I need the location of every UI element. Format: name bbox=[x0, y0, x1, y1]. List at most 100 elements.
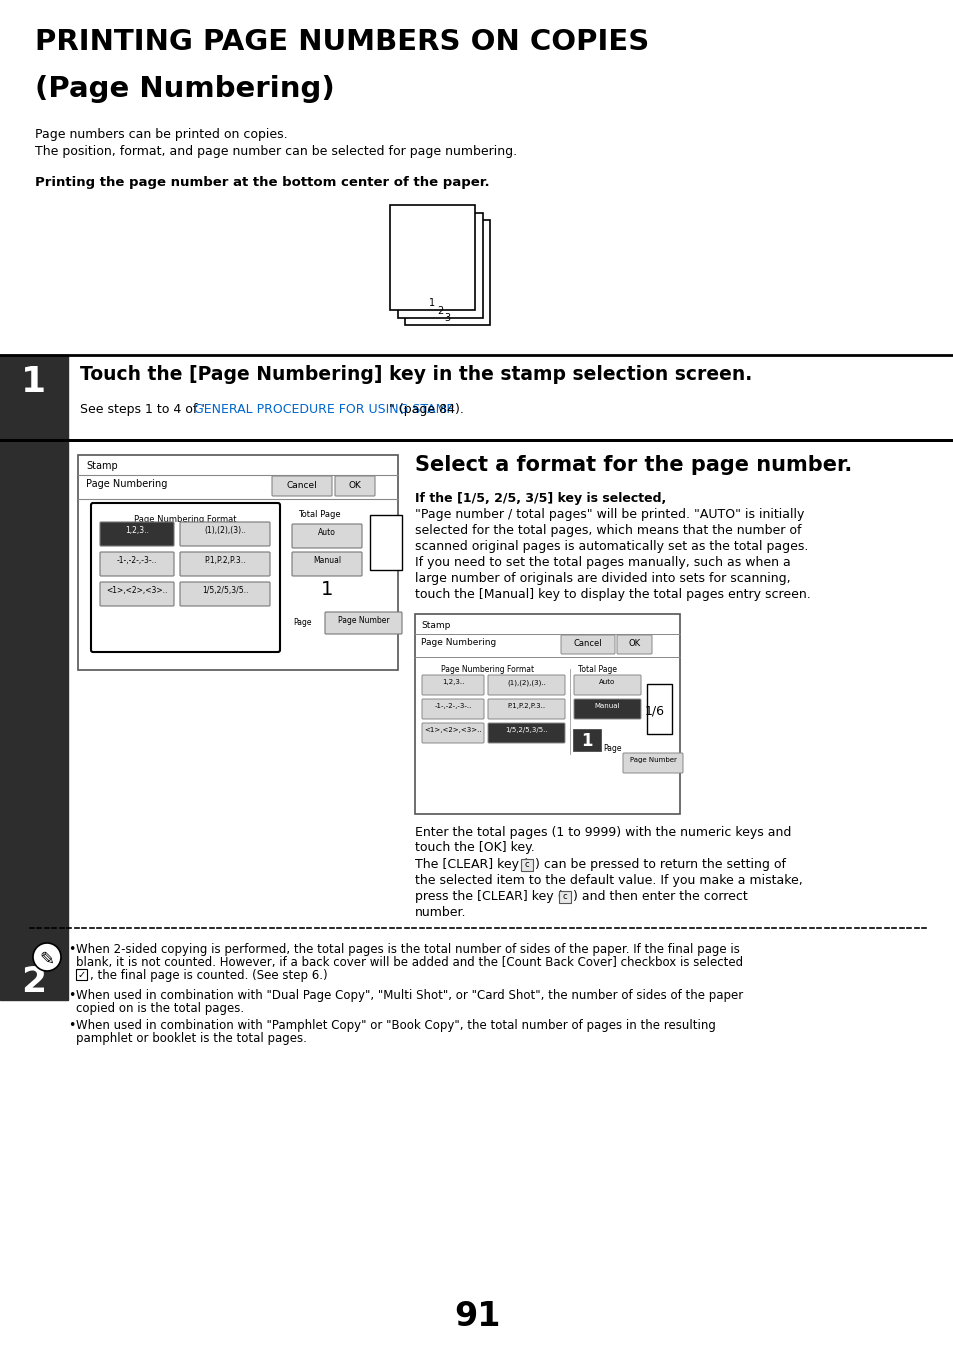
Text: (1),(2),(3)..: (1),(2),(3).. bbox=[507, 680, 545, 685]
Text: (1),(2),(3)..: (1),(2),(3).. bbox=[204, 526, 246, 535]
Text: 1: 1 bbox=[320, 580, 333, 598]
Text: 1/5,2/5,3/5..: 1/5,2/5,3/5.. bbox=[505, 727, 547, 734]
Bar bbox=[558, 892, 571, 902]
FancyBboxPatch shape bbox=[617, 635, 651, 654]
Bar bbox=[390, 205, 475, 309]
Bar bbox=[78, 455, 397, 670]
Bar bbox=[370, 515, 401, 570]
FancyBboxPatch shape bbox=[335, 476, 375, 496]
FancyBboxPatch shape bbox=[488, 723, 564, 743]
Text: " (page 84).: " (page 84). bbox=[389, 403, 463, 416]
Text: large number of originals are divided into sets for scanning,: large number of originals are divided in… bbox=[415, 571, 790, 585]
Text: Manual: Manual bbox=[594, 703, 619, 709]
Text: Touch the [Page Numbering] key in the stamp selection screen.: Touch the [Page Numbering] key in the st… bbox=[80, 365, 752, 384]
Text: press the [CLEAR] key (: press the [CLEAR] key ( bbox=[415, 890, 562, 902]
Text: , the final page is counted. (See step 6.): , the final page is counted. (See step 6… bbox=[90, 969, 327, 982]
FancyBboxPatch shape bbox=[100, 582, 173, 607]
Text: scanned original pages is automatically set as the total pages.: scanned original pages is automatically … bbox=[415, 540, 807, 553]
Text: 1/5,2/5,3/5..: 1/5,2/5,3/5.. bbox=[202, 586, 248, 594]
Bar bbox=[520, 859, 533, 871]
Text: 1: 1 bbox=[429, 299, 436, 308]
Text: When used in combination with "Pamphlet Copy" or "Book Copy", the total number o: When used in combination with "Pamphlet … bbox=[76, 1019, 715, 1032]
Text: touch the [Manual] key to display the total pages entry screen.: touch the [Manual] key to display the to… bbox=[415, 588, 810, 601]
Text: Page Numbering: Page Numbering bbox=[420, 638, 496, 647]
FancyBboxPatch shape bbox=[180, 521, 270, 546]
FancyBboxPatch shape bbox=[574, 676, 640, 694]
Text: selected for the total pages, which means that the number of: selected for the total pages, which mean… bbox=[415, 524, 801, 536]
FancyBboxPatch shape bbox=[421, 676, 483, 694]
Text: Total Page: Total Page bbox=[297, 509, 340, 519]
FancyBboxPatch shape bbox=[180, 553, 270, 576]
Text: When used in combination with "Dual Page Copy", "Multi Shot", or "Card Shot", th: When used in combination with "Dual Page… bbox=[76, 989, 742, 1002]
Text: pamphlet or booklet is the total pages.: pamphlet or booklet is the total pages. bbox=[76, 1032, 307, 1046]
FancyBboxPatch shape bbox=[622, 753, 682, 773]
Text: Select a format for the page number.: Select a format for the page number. bbox=[415, 455, 851, 476]
Text: If you need to set the total pages manually, such as when a: If you need to set the total pages manua… bbox=[415, 557, 790, 569]
Text: The position, format, and page number can be selected for page numbering.: The position, format, and page number ca… bbox=[35, 145, 517, 158]
FancyBboxPatch shape bbox=[91, 503, 280, 653]
Text: Page Numbering: Page Numbering bbox=[86, 480, 167, 489]
FancyBboxPatch shape bbox=[560, 635, 615, 654]
Text: 2: 2 bbox=[436, 305, 443, 316]
Text: PRINTING PAGE NUMBERS ON COPIES: PRINTING PAGE NUMBERS ON COPIES bbox=[35, 28, 649, 55]
Text: number.: number. bbox=[415, 907, 466, 919]
Text: c: c bbox=[562, 892, 567, 901]
Text: P.1,P.2,P.3..: P.1,P.2,P.3.. bbox=[204, 557, 246, 565]
FancyBboxPatch shape bbox=[272, 476, 332, 496]
Bar bbox=[0, 440, 68, 1000]
Text: If the [1/5, 2/5, 3/5] key is selected,: If the [1/5, 2/5, 3/5] key is selected, bbox=[415, 492, 665, 505]
Text: <1>,<2>,<3>..: <1>,<2>,<3>.. bbox=[106, 586, 168, 594]
Text: •: • bbox=[68, 1019, 75, 1032]
Text: Enter the total pages (1 to 9999) with the numeric keys and: Enter the total pages (1 to 9999) with t… bbox=[415, 825, 791, 839]
FancyBboxPatch shape bbox=[292, 524, 361, 549]
FancyBboxPatch shape bbox=[574, 698, 640, 719]
Text: -1-,-2-,-3-..: -1-,-2-,-3-.. bbox=[434, 703, 471, 709]
Text: 1,2,3..: 1,2,3.. bbox=[441, 680, 464, 685]
Text: (Page Numbering): (Page Numbering) bbox=[35, 76, 335, 103]
Text: •: • bbox=[68, 943, 75, 957]
Bar bbox=[405, 220, 490, 326]
Text: blank, it is not counted. However, if a back cover will be added and the [Count : blank, it is not counted. However, if a … bbox=[76, 957, 742, 969]
Text: P.1,P.2,P.3..: P.1,P.2,P.3.. bbox=[507, 703, 545, 709]
Text: <1>,<2>,<3>..: <1>,<2>,<3>.. bbox=[424, 727, 481, 734]
Text: ✎: ✎ bbox=[39, 951, 54, 969]
Text: 1,2,3..: 1,2,3.. bbox=[125, 526, 149, 535]
Bar bbox=[415, 613, 679, 815]
Text: ) can be pressed to return the setting of: ) can be pressed to return the setting o… bbox=[535, 858, 785, 871]
FancyBboxPatch shape bbox=[421, 698, 483, 719]
Text: ✓: ✓ bbox=[77, 970, 86, 979]
Text: Printing the page number at the bottom center of the paper.: Printing the page number at the bottom c… bbox=[35, 176, 489, 189]
Text: Auto: Auto bbox=[317, 528, 335, 536]
Text: -1-,-2-,-3-..: -1-,-2-,-3-.. bbox=[116, 557, 157, 565]
Text: ) and then enter the correct: ) and then enter the correct bbox=[573, 890, 747, 902]
Text: Total Page: Total Page bbox=[578, 665, 617, 674]
FancyBboxPatch shape bbox=[292, 553, 361, 576]
Text: 1: 1 bbox=[21, 365, 47, 399]
Bar bbox=[0, 355, 68, 440]
Text: 1/6: 1/6 bbox=[644, 705, 664, 717]
Text: copied on is the total pages.: copied on is the total pages. bbox=[76, 1002, 244, 1015]
Text: Cancel: Cancel bbox=[286, 481, 317, 490]
Bar bbox=[646, 684, 671, 734]
Text: 91: 91 bbox=[454, 1300, 499, 1333]
Text: touch the [OK] key.: touch the [OK] key. bbox=[415, 842, 535, 854]
Bar bbox=[573, 730, 600, 751]
Text: GENERAL PROCEDURE FOR USING STAMP: GENERAL PROCEDURE FOR USING STAMP bbox=[193, 403, 454, 416]
Bar bbox=[397, 213, 482, 317]
Text: See steps 1 to 4 of ": See steps 1 to 4 of " bbox=[80, 403, 207, 416]
Text: When 2-sided copying is performed, the total pages is the total number of sides : When 2-sided copying is performed, the t… bbox=[76, 943, 740, 957]
FancyBboxPatch shape bbox=[325, 612, 401, 634]
Text: 1: 1 bbox=[580, 732, 592, 750]
Text: Page: Page bbox=[293, 617, 312, 627]
Text: OK: OK bbox=[628, 639, 639, 648]
Bar bbox=[76, 969, 87, 979]
Text: Stamp: Stamp bbox=[86, 461, 117, 471]
Text: The [CLEAR] key (: The [CLEAR] key ( bbox=[415, 858, 527, 871]
Text: •: • bbox=[68, 989, 75, 1002]
Text: OK: OK bbox=[348, 481, 361, 490]
Text: Page: Page bbox=[602, 744, 620, 753]
Text: Auto: Auto bbox=[598, 680, 615, 685]
Text: c: c bbox=[524, 861, 529, 869]
Text: Stamp: Stamp bbox=[420, 621, 450, 630]
Text: Page Numbering Format: Page Numbering Format bbox=[441, 665, 534, 674]
